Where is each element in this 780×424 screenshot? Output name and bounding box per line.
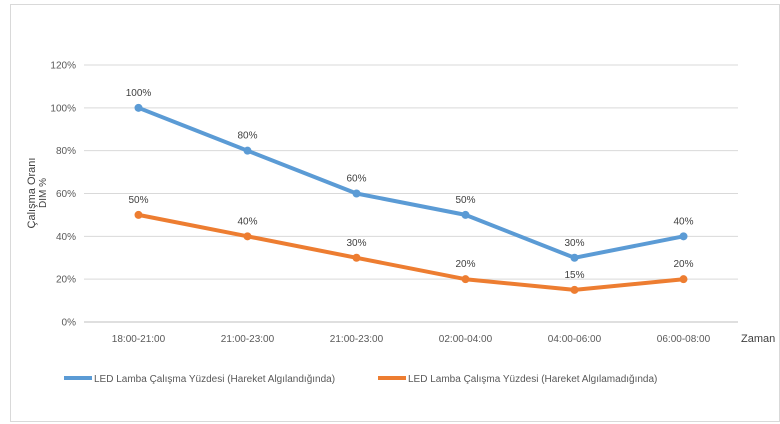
data-point [570, 285, 579, 294]
x-axis-ticks: 18:00-21:00 21:00-23:00 21:00-23:00 02:00-0… [112, 334, 711, 345]
x-tick-label: 21:00-23:00 [330, 334, 384, 345]
y-axis-ticks: 0% 20% 40% 60% 80% 100% 120% [50, 61, 76, 329]
data-label: 80% [237, 131, 257, 142]
y-tick-label: 20% [56, 275, 76, 286]
x-tick-label: 02:00-04:00 [439, 334, 493, 345]
data-point [679, 275, 688, 284]
y-tick-label: 120% [50, 61, 76, 72]
y-tick-label: 60% [56, 189, 76, 200]
x-axis-title: Zaman [741, 333, 775, 345]
data-label: 40% [237, 216, 257, 227]
y-tick-label: 0% [62, 318, 77, 329]
data-point [243, 146, 252, 155]
data-label: 20% [673, 259, 693, 270]
y-tick-label: 100% [50, 103, 76, 114]
legend: LED Lamba Çalışma Yüzdesi (Hareket Algıl… [64, 374, 657, 385]
data-label: 50% [128, 195, 148, 206]
series-lines [134, 103, 688, 294]
x-tick-label: 06:00-08:00 [657, 334, 711, 345]
data-point [134, 103, 143, 112]
data-label: 50% [455, 195, 475, 206]
data-label: 15% [564, 270, 584, 281]
legend-label-series-2: LED Lamba Çalışma Yüzdesi (Hareket Algıl… [408, 374, 657, 385]
data-point [570, 253, 579, 262]
data-point [461, 275, 470, 284]
y-axis-title-line1: Çalışma Oranı [26, 158, 38, 229]
y-tick-label: 80% [56, 146, 76, 157]
data-label: 100% [126, 88, 152, 99]
gridlines [84, 64, 738, 323]
x-tick-label: 18:00-21:00 [112, 334, 166, 345]
data-point [352, 253, 361, 262]
y-axis-title-line2: DIM % [38, 178, 49, 208]
data-label: 20% [455, 259, 475, 270]
legend-label-series-1: LED Lamba Çalışma Yüzdesi (Hareket Algıl… [94, 374, 335, 385]
data-point [134, 210, 143, 219]
series-line-2 [136, 212, 686, 292]
data-point [243, 232, 252, 241]
data-label: 30% [564, 238, 584, 249]
data-label: 30% [346, 238, 366, 249]
data-point [679, 232, 688, 241]
series-line-1 [136, 105, 686, 260]
data-label: 40% [673, 216, 693, 227]
data-point [461, 210, 470, 219]
data-labels: 100% 80% 60% 50% 30% 40% 50% 40% 30% 20% 15% 20% [126, 88, 694, 281]
data-label: 60% [346, 174, 366, 185]
y-tick-label: 40% [56, 232, 76, 243]
x-tick-label: 04:00-06:00 [548, 334, 602, 345]
x-tick-label: 21:00-23:00 [221, 334, 275, 345]
data-point [352, 189, 361, 198]
